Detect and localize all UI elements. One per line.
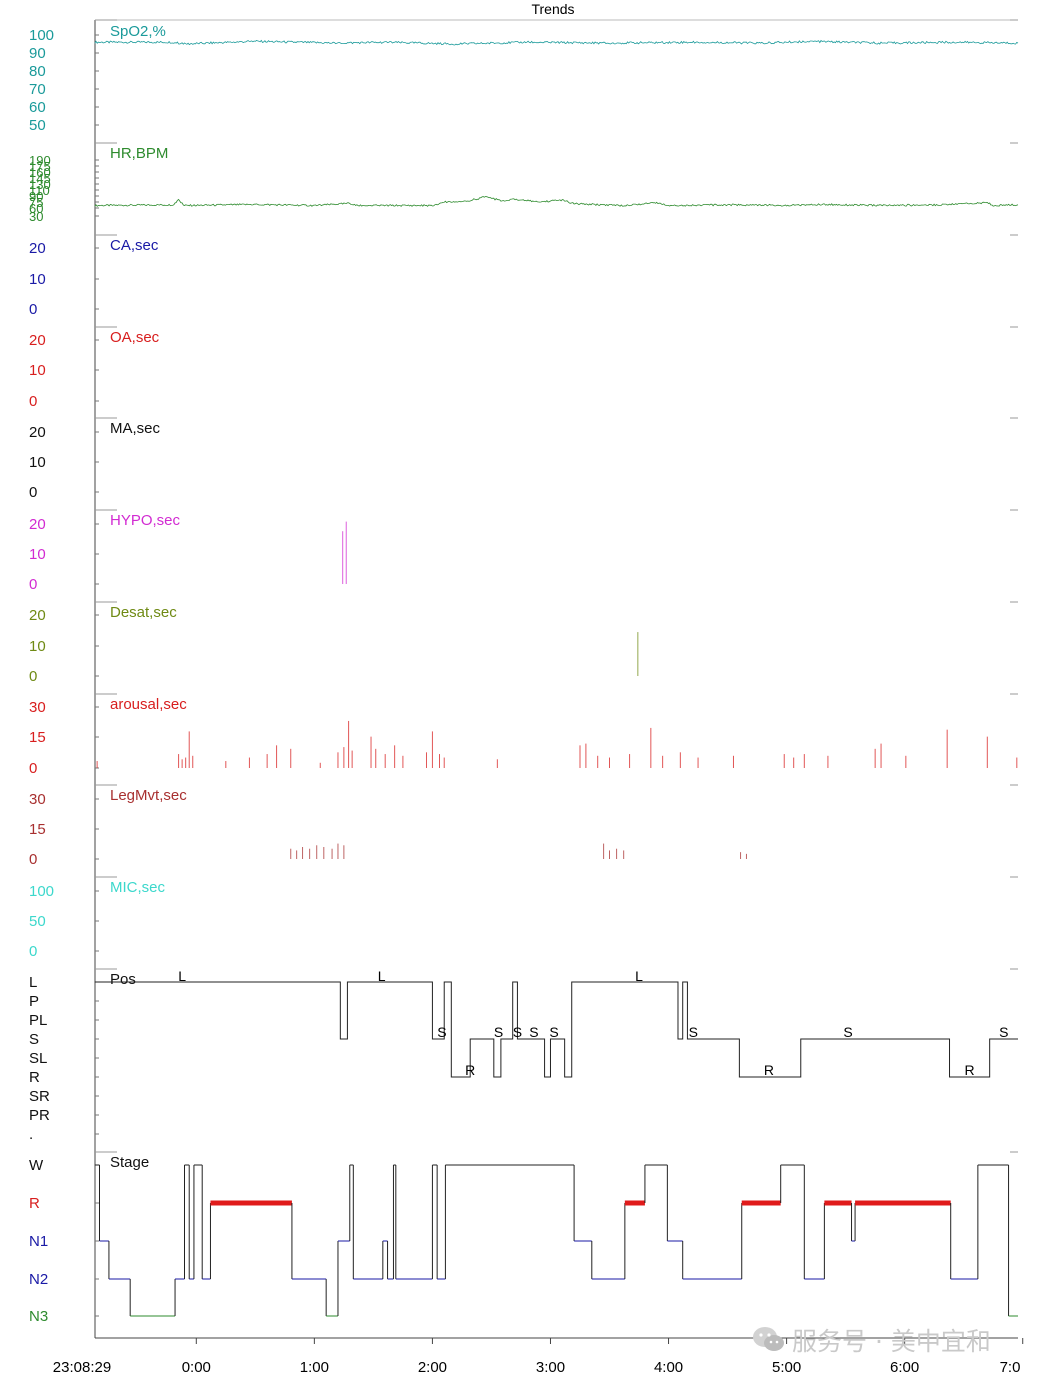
panel-label: HR,BPM (110, 145, 168, 162)
panel-label: SpO2,% (110, 23, 166, 40)
position-letter: R (465, 1062, 475, 1078)
y-tick-label: 30 (29, 791, 46, 808)
panel-label: arousal,sec (110, 696, 187, 713)
panel-label: Desat,sec (110, 604, 177, 621)
y-tick-label: 0 (29, 760, 37, 777)
y-tick-label: 10 (29, 362, 46, 379)
y-tick-label: 20 (29, 240, 46, 257)
position-letter: S (689, 1024, 698, 1040)
y-tick-label: 190 (29, 153, 51, 168)
position-letter: S (529, 1024, 538, 1040)
chart-title: Trends (531, 1, 574, 17)
position-letter: S (999, 1024, 1008, 1040)
y-tick-label: 0 (29, 668, 37, 685)
position-letter: L (378, 968, 386, 984)
x-tick-label: 1:00 (300, 1359, 329, 1376)
y-tick-label: 10 (29, 638, 46, 655)
y-tick-label: 80 (29, 63, 46, 80)
x-tick-label: 3:00 (536, 1359, 565, 1376)
y-tick-label: 130 (29, 177, 51, 192)
y-tick-label: 100 (29, 883, 54, 900)
y-tick-label: N3 (29, 1308, 48, 1325)
x-tick-label: 2:00 (418, 1359, 447, 1376)
y-tick-label: 100 (29, 27, 54, 44)
position-letter: S (549, 1024, 558, 1040)
y-tick-label: SL (29, 1050, 47, 1067)
y-tick-label: N1 (29, 1233, 48, 1250)
panel-label: OA,sec (110, 329, 160, 346)
y-tick-label: 30 (29, 699, 46, 716)
y-tick-label: W (29, 1157, 44, 1174)
watermark-text: 服务号 · 美中宜和 (792, 1327, 991, 1356)
x-tick-label: 5:00 (772, 1359, 801, 1376)
panel-label: HYPO,sec (110, 512, 181, 529)
panel-label: Pos (110, 971, 136, 988)
y-tick-label: SR (29, 1088, 50, 1105)
x-tick-label: 4:00 (654, 1359, 683, 1376)
series-line (94, 196, 1019, 207)
y-tick-label: 160 (29, 165, 51, 180)
y-tick-label: S (29, 1031, 39, 1048)
x-tick-label: 6:00 (890, 1359, 919, 1376)
y-tick-label: 175 (29, 159, 51, 174)
x-tick-label: 7:0 (1000, 1359, 1021, 1376)
y-tick-label: PL (29, 1012, 47, 1029)
y-tick-label: 0 (29, 943, 37, 960)
y-tick-label: 0 (29, 393, 37, 410)
y-tick-label: 20 (29, 424, 46, 441)
y-tick-label: 10 (29, 546, 46, 563)
y-tick-label: L (29, 974, 37, 991)
y-tick-label: 90 (29, 45, 46, 62)
y-tick-label: . (29, 1126, 33, 1143)
y-tick-label: 70 (29, 81, 46, 98)
y-tick-label: 145 (29, 171, 51, 186)
y-tick-label: PR (29, 1107, 50, 1124)
y-tick-label: 0 (29, 484, 37, 501)
y-tick-label: R (29, 1195, 40, 1212)
y-tick-label: N2 (29, 1271, 48, 1288)
y-tick-label: 10 (29, 454, 46, 471)
watermark: 服务号 · 美中宜和 (752, 1322, 991, 1358)
y-tick-label: 20 (29, 607, 46, 624)
wechat-icon (753, 1327, 784, 1351)
panel-label: MA,sec (110, 420, 161, 437)
y-tick-label: P (29, 993, 39, 1010)
y-tick-label: 0 (29, 301, 37, 318)
y-tick-label: 15 (29, 821, 46, 838)
y-tick-label: 20 (29, 332, 46, 349)
y-tick-label: 110 (29, 183, 50, 198)
y-tick-label: 50 (29, 117, 46, 134)
panel-label: MIC,sec (110, 879, 166, 896)
position-letter: S (843, 1024, 852, 1040)
position-trace (94, 981, 1018, 1078)
y-tick-label: 0 (29, 851, 37, 868)
position-letter: L (635, 968, 643, 984)
y-tick-label: 50 (29, 913, 46, 930)
position-letter: S (437, 1024, 446, 1040)
x-start-label: 23:08:29 (53, 1359, 111, 1376)
y-tick-label: R (29, 1069, 40, 1086)
y-tick-label: 15 (29, 729, 46, 746)
panel-label: LegMvt,sec (110, 787, 187, 804)
y-tick-label: 60 (29, 99, 46, 116)
position-letter: S (513, 1024, 522, 1040)
position-letter: L (178, 968, 186, 984)
y-tick-label: 30 (29, 209, 43, 224)
y-tick-label: 60 (29, 201, 43, 216)
panel-label: Stage (110, 1154, 149, 1171)
position-letter: R (764, 1062, 774, 1078)
y-tick-label: 90 (29, 189, 43, 204)
y-tick-label: 10 (29, 271, 46, 288)
position-letter: R (965, 1062, 975, 1078)
position-letter: S (494, 1024, 503, 1040)
y-tick-label: 75 (29, 195, 43, 210)
series-line (94, 39, 1019, 46)
panel-label: CA,sec (110, 237, 159, 254)
y-tick-label: 20 (29, 516, 46, 533)
x-tick-label: 0:00 (182, 1359, 211, 1376)
y-tick-label: 0 (29, 576, 37, 593)
